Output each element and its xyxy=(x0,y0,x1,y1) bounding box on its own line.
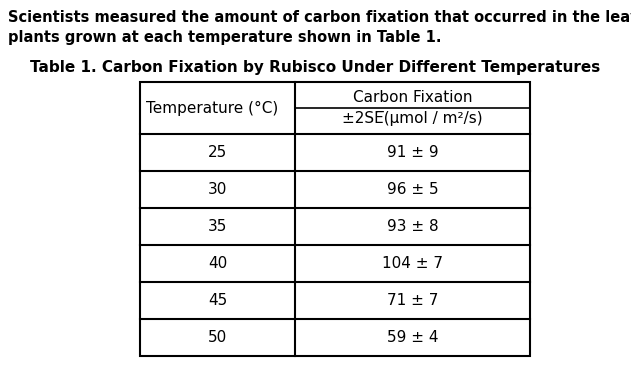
Text: 25: 25 xyxy=(208,145,227,160)
Text: Scientists measured the amount of carbon fixation that occurred in the leaves of: Scientists measured the amount of carbon… xyxy=(8,10,631,25)
Text: Carbon Fixation: Carbon Fixation xyxy=(353,90,472,105)
Text: 35: 35 xyxy=(208,219,227,234)
Bar xyxy=(140,82,530,356)
Text: 104 ± 7: 104 ± 7 xyxy=(382,256,443,271)
Text: 50: 50 xyxy=(208,330,227,345)
Text: 91 ± 9: 91 ± 9 xyxy=(387,145,439,160)
Text: plants grown at each temperature shown in Table 1.: plants grown at each temperature shown i… xyxy=(8,30,442,45)
Text: ±2SE̅(μmol / m²/s): ±2SE̅(μmol / m²/s) xyxy=(342,111,483,126)
Text: Temperature (°C): Temperature (°C) xyxy=(146,100,278,116)
Text: 93 ± 8: 93 ± 8 xyxy=(387,219,439,234)
Text: 71 ± 7: 71 ± 7 xyxy=(387,293,438,308)
Text: 59 ± 4: 59 ± 4 xyxy=(387,330,439,345)
Text: 45: 45 xyxy=(208,293,227,308)
Text: 40: 40 xyxy=(208,256,227,271)
Text: 30: 30 xyxy=(208,182,227,197)
Text: 96 ± 5: 96 ± 5 xyxy=(387,182,439,197)
Text: Table 1. Carbon Fixation by Rubisco Under Different Temperatures: Table 1. Carbon Fixation by Rubisco Unde… xyxy=(30,60,600,75)
